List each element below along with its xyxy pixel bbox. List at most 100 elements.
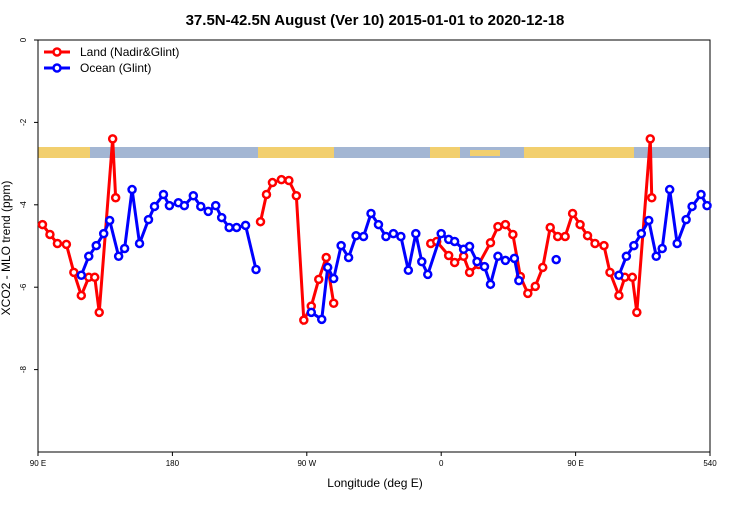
point — [396, 231, 406, 242]
point — [284, 175, 294, 186]
y-tick-label: -8 — [19, 365, 28, 373]
point — [523, 288, 533, 299]
point — [69, 267, 79, 278]
point — [113, 251, 124, 262]
legend-label: Ocean (Glint) — [80, 61, 151, 75]
point — [313, 274, 324, 285]
legend-marker — [52, 63, 62, 73]
point — [500, 219, 511, 230]
point — [590, 238, 600, 249]
point — [629, 240, 639, 251]
point — [149, 201, 160, 212]
point — [91, 240, 101, 251]
point — [231, 222, 242, 233]
y-axis-title: XCO2 - MLO trend (ppm) — [0, 181, 13, 316]
y-tick-label: -6 — [19, 283, 28, 291]
x-axis-title: Longitude (deg E) — [327, 476, 422, 490]
point — [599, 240, 609, 251]
point — [436, 228, 446, 239]
point — [203, 206, 213, 217]
point — [614, 290, 624, 301]
x-tick-label: 90 E — [30, 459, 46, 468]
point — [127, 184, 137, 195]
point — [358, 231, 369, 242]
y-tick-label: -4 — [19, 201, 28, 209]
point — [143, 214, 154, 225]
point — [240, 220, 251, 231]
x-tick-label: 180 — [166, 459, 180, 468]
point — [52, 238, 63, 249]
point — [551, 254, 561, 265]
point — [179, 200, 190, 211]
point — [479, 261, 490, 272]
x-tick-label: 90 E — [567, 459, 583, 468]
point — [681, 214, 691, 225]
point — [687, 201, 697, 212]
point — [423, 269, 433, 280]
point — [104, 215, 115, 226]
point — [255, 216, 266, 227]
x-tick-label: 0 — [439, 459, 444, 468]
point — [702, 200, 712, 211]
point — [645, 134, 656, 144]
point — [472, 256, 482, 267]
point — [164, 200, 175, 211]
point — [261, 189, 272, 200]
point — [464, 241, 475, 252]
point — [449, 257, 460, 268]
point — [373, 219, 384, 230]
chart-title: 37.5N-42.5N August (Ver 10) 2015-01-01 t… — [186, 12, 565, 29]
point — [89, 272, 100, 283]
point — [210, 200, 221, 211]
point — [276, 174, 287, 185]
point — [493, 251, 503, 262]
point — [509, 253, 520, 264]
point — [657, 243, 667, 254]
point — [110, 193, 121, 203]
point — [251, 264, 261, 275]
point — [84, 251, 94, 262]
point — [664, 184, 675, 195]
point — [306, 307, 317, 318]
point — [514, 275, 524, 286]
point — [443, 250, 454, 261]
legend-marker — [52, 47, 62, 57]
point — [45, 229, 55, 240]
point — [696, 189, 706, 200]
point — [76, 290, 87, 301]
point — [366, 208, 376, 219]
point — [321, 252, 331, 263]
point — [388, 228, 399, 239]
y-tick-label: -2 — [19, 118, 28, 126]
point — [545, 222, 555, 233]
point — [644, 215, 654, 226]
point — [134, 238, 145, 249]
point — [621, 251, 632, 262]
point — [381, 231, 391, 242]
point — [464, 267, 475, 278]
point — [119, 243, 130, 254]
point — [672, 238, 682, 249]
plot-frame — [37, 39, 711, 453]
point — [291, 190, 302, 201]
point — [411, 228, 421, 239]
point — [61, 239, 72, 250]
point — [530, 281, 541, 292]
point — [343, 252, 354, 263]
legend-label: Land (Nadir&Glint) — [80, 45, 179, 59]
point — [188, 190, 199, 201]
point — [647, 193, 657, 203]
series-line — [41, 138, 654, 326]
point — [328, 298, 339, 309]
point — [76, 270, 87, 281]
point — [552, 231, 563, 242]
point — [98, 228, 109, 239]
point — [500, 255, 511, 266]
point — [627, 272, 638, 283]
point — [322, 262, 333, 273]
point — [94, 307, 104, 318]
point — [403, 265, 414, 276]
point — [614, 270, 624, 281]
point — [560, 231, 570, 242]
